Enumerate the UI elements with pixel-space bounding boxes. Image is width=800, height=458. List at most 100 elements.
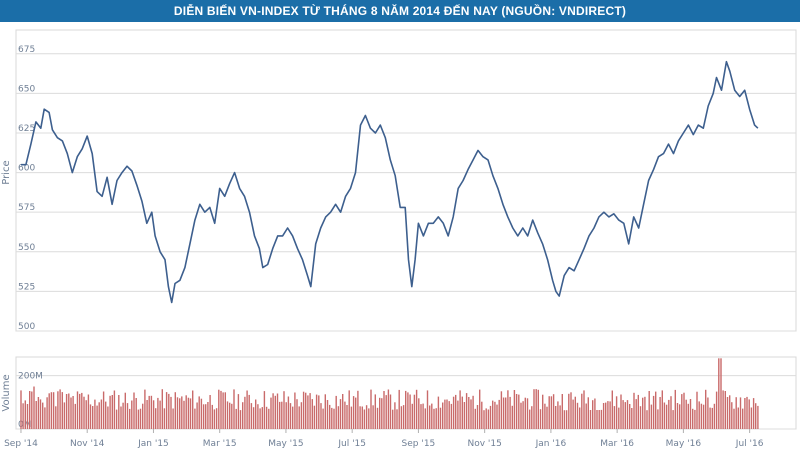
volume-bar bbox=[757, 405, 759, 429]
volume-bar bbox=[618, 407, 620, 429]
volume-bar bbox=[385, 395, 387, 429]
volume-bar bbox=[85, 400, 87, 429]
volume-bar bbox=[146, 400, 148, 429]
volume-bar bbox=[320, 403, 322, 429]
price-axis-title: Price bbox=[1, 160, 12, 184]
volume-axis-title: Volume bbox=[1, 374, 12, 411]
volume-bar bbox=[215, 408, 218, 429]
x-tick-label: May '15 bbox=[268, 439, 303, 449]
x-tick-label: Jul '16 bbox=[735, 439, 764, 449]
volume-bar bbox=[96, 405, 98, 429]
price-tick-label: 500 bbox=[18, 322, 35, 332]
volume-bar bbox=[748, 399, 750, 429]
volume-bar bbox=[583, 390, 585, 429]
x-tick-label: Jan '15 bbox=[137, 439, 169, 449]
volume-bar bbox=[479, 389, 481, 429]
volume-bar bbox=[637, 394, 639, 429]
volume-bar bbox=[429, 405, 431, 429]
volume-bar bbox=[572, 399, 574, 429]
volume-bar bbox=[596, 410, 598, 429]
volume-panel: 0M200MVolume bbox=[1, 356, 797, 430]
volume-bar bbox=[363, 409, 366, 429]
volume-bar bbox=[131, 400, 133, 429]
volume-bar bbox=[611, 390, 613, 429]
volume-bar bbox=[755, 403, 757, 429]
volume-bar bbox=[70, 397, 72, 429]
volume-bar bbox=[546, 406, 548, 429]
volume-bar bbox=[261, 407, 263, 429]
volume-bar bbox=[676, 403, 679, 429]
volume-bar bbox=[379, 397, 381, 429]
volume-bar bbox=[126, 403, 129, 429]
x-tick-label: Nov '14 bbox=[70, 439, 105, 449]
volume-bar bbox=[35, 401, 37, 429]
volume-bar bbox=[133, 392, 135, 429]
volume-bar bbox=[155, 408, 157, 429]
volume-bar bbox=[157, 397, 159, 429]
volume-bar bbox=[687, 403, 689, 429]
volume-bar bbox=[663, 402, 666, 429]
volume-bar bbox=[689, 399, 692, 429]
volume-bar bbox=[268, 408, 270, 429]
volume-bar bbox=[283, 391, 285, 429]
volume-bar bbox=[94, 399, 96, 429]
volume-bar bbox=[500, 391, 503, 429]
volume-bar bbox=[681, 394, 683, 429]
x-tick-label: Nov '15 bbox=[467, 439, 501, 449]
volume-bar bbox=[439, 407, 442, 429]
volume-bar bbox=[107, 406, 109, 429]
volume-bar bbox=[657, 409, 659, 429]
volume-bar bbox=[337, 406, 340, 429]
volume-bar bbox=[24, 400, 26, 429]
volume-bar bbox=[711, 407, 713, 429]
volume-bar bbox=[511, 405, 513, 429]
price-tick-label: 650 bbox=[18, 84, 35, 94]
volume-bar bbox=[694, 409, 696, 429]
volume-bar bbox=[315, 394, 318, 429]
volume-bar bbox=[361, 406, 363, 429]
volume-bar bbox=[587, 397, 589, 429]
volume-bar bbox=[281, 401, 283, 429]
volume-bar bbox=[348, 390, 350, 429]
volume-bar bbox=[207, 402, 209, 429]
x-axis: Sep '14 Nov '14 Jan '15 Mar '15 May '15 Jul '… bbox=[4, 429, 764, 449]
volume-bar bbox=[59, 389, 61, 429]
volume-bar bbox=[472, 395, 474, 429]
volume-bar bbox=[505, 397, 507, 429]
volume-bar bbox=[183, 400, 185, 429]
volume-bar bbox=[231, 403, 233, 429]
volume-bar bbox=[152, 400, 155, 429]
volume-bar bbox=[68, 393, 70, 429]
volume-bar bbox=[411, 403, 413, 429]
volume-bar bbox=[39, 399, 42, 429]
volume-bar bbox=[407, 392, 409, 429]
volume-bar bbox=[189, 398, 192, 429]
volume-bar bbox=[81, 392, 83, 429]
volume-bar bbox=[55, 406, 57, 429]
volume-bar bbox=[487, 409, 490, 429]
volume-bar bbox=[613, 406, 616, 429]
price-tick-label: 575 bbox=[18, 203, 35, 213]
volume-bar bbox=[185, 395, 187, 429]
volume-bar bbox=[33, 386, 35, 429]
volume-bar bbox=[37, 397, 40, 429]
volume-bar bbox=[26, 404, 29, 429]
volume-bar bbox=[552, 394, 555, 429]
volume-bar bbox=[92, 406, 94, 429]
volume-bar bbox=[626, 400, 629, 429]
volume-bar bbox=[602, 403, 605, 429]
volume-bar bbox=[672, 410, 674, 429]
volume-bar bbox=[633, 392, 635, 429]
volume-bar bbox=[742, 408, 744, 429]
volume-bar bbox=[746, 396, 748, 429]
volume-bar bbox=[422, 403, 424, 429]
volume-bar bbox=[492, 400, 494, 429]
volume-bar bbox=[615, 396, 618, 429]
volume-bar bbox=[115, 409, 118, 429]
volume-bar bbox=[726, 397, 729, 429]
volume-bar bbox=[74, 403, 76, 429]
volume-bar bbox=[242, 402, 244, 429]
volume-bar bbox=[222, 392, 224, 429]
volume-bar bbox=[542, 394, 544, 429]
volume-bar bbox=[148, 395, 150, 429]
